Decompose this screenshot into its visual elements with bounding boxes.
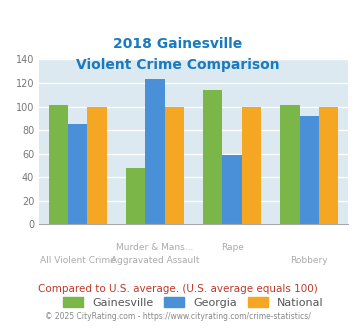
Text: Violent Crime Comparison: Violent Crime Comparison	[76, 58, 279, 72]
Text: © 2025 CityRating.com - https://www.cityrating.com/crime-statistics/: © 2025 CityRating.com - https://www.city…	[45, 313, 310, 321]
Bar	[203, 90, 223, 224]
Bar	[126, 168, 145, 224]
Text: 2018 Gainesville: 2018 Gainesville	[113, 37, 242, 51]
Bar	[145, 80, 164, 224]
Bar	[223, 155, 242, 224]
Text: Compared to U.S. average. (U.S. average equals 100): Compared to U.S. average. (U.S. average …	[38, 284, 317, 294]
Legend: Gainesville, Georgia, National: Gainesville, Georgia, National	[59, 293, 328, 312]
Bar	[49, 105, 68, 224]
Text: Murder & Mans...: Murder & Mans...	[116, 243, 193, 251]
Bar	[300, 116, 319, 224]
Text: Robbery: Robbery	[290, 256, 328, 265]
Text: Rape: Rape	[221, 243, 244, 251]
Bar	[242, 107, 261, 224]
Bar	[68, 124, 87, 224]
Bar	[164, 107, 184, 224]
Bar	[319, 107, 338, 224]
Text: All Violent Crime: All Violent Crime	[40, 256, 115, 265]
Text: Aggravated Assault: Aggravated Assault	[111, 256, 199, 265]
Bar	[87, 107, 106, 224]
Bar	[280, 105, 300, 224]
